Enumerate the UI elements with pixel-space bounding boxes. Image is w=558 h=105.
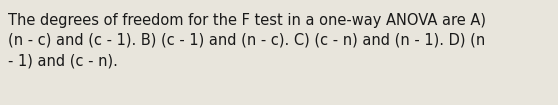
Text: The degrees of freedom for the F test in a one-way ANOVA are A)
(n - c) and (c -: The degrees of freedom for the F test in… (8, 13, 487, 68)
